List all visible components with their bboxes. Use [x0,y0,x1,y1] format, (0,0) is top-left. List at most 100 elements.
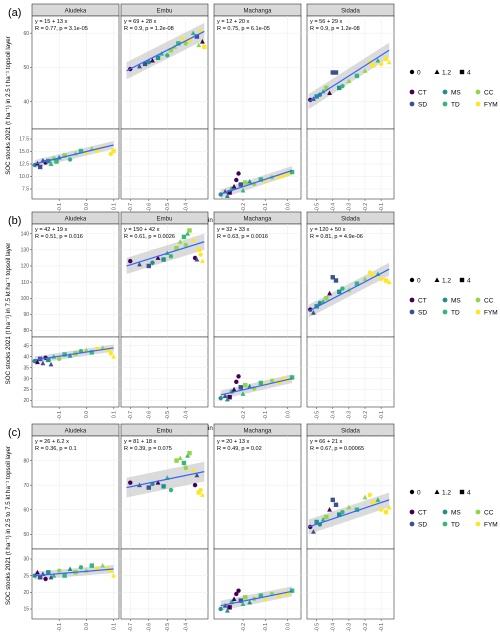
legend-treatment-swatch [409,89,415,95]
legend-treatment-label: CC [484,89,494,96]
y-tick-label: 7.5 [22,187,29,193]
data-point [227,394,232,400]
y-tick-label: 20 [23,590,29,596]
y-tick-label: 50 [23,65,29,71]
data-point [48,161,54,166]
legend-shape-circle [409,489,415,495]
legend-treatment-label: SD [418,521,427,528]
data-point [243,595,248,600]
legend-treatment-swatch [442,101,448,107]
data-point [100,345,106,350]
data-point [386,59,392,65]
x-tick-label: -0.2 [363,203,369,212]
x-tick-label: -0.3 [347,623,353,632]
y-tick-label: 35 [23,365,29,371]
data-point [35,359,40,365]
data-point [165,53,170,58]
y-tick-label: 15 [23,607,29,613]
legend-treatment-label: SD [418,309,427,316]
data-point [174,458,179,463]
legend: 0 1.2 4 CT MS CC SD TD FYM [409,489,498,528]
data-point [111,148,116,154]
x-tick-label: -0.3 [347,203,353,212]
data-point [150,57,155,63]
data-point [161,257,166,262]
data-point [183,465,188,471]
data-point [337,85,342,91]
legend-shape-circle [409,277,415,283]
data-point [327,290,332,296]
data-point [89,563,95,568]
regression-equation: y = 26 + 6.2 x [35,439,69,445]
regression-line [308,49,390,103]
regression-equation: y = 150 + 42 x [124,227,160,233]
data-point [51,573,57,578]
y-tick-label: 50 [23,532,29,538]
y-tick-label: 12.5 [19,162,29,168]
panel-top [213,223,302,338]
y-axis-title: SOC stocks 2021 (t ha⁻¹) in 7.5 kt ha⁻¹ … [5,243,12,385]
data-point [247,383,253,389]
regression-stat: R = 0.61, p = 0.0026 [124,234,175,240]
data-point [243,180,248,185]
legend-shape-square [459,277,465,283]
data-point [346,78,352,84]
panel-top [213,15,302,130]
legend-treatment-swatch [442,509,448,515]
x-tick-label: -0.1 [263,203,269,212]
regression-equation: y = 42 + 19 x [35,227,68,233]
data-point [378,507,384,512]
legend-treatment-label: CT [418,89,427,96]
regression-line [126,30,205,72]
data-point [269,378,275,383]
data-point [128,480,133,485]
data-point [247,599,253,605]
legend-shape-label: 0 [417,277,421,284]
x-tick-label: -0.5 [165,411,171,420]
data-point [46,570,51,575]
legend-treatment-swatch [475,297,481,303]
data-point [100,563,106,568]
data-point [330,275,335,280]
data-point [354,507,360,512]
data-point [333,70,339,75]
data-point [262,178,268,183]
x-tick-label: -0.4 [331,203,337,212]
data-point [194,256,200,262]
data-point [200,258,205,264]
data-point [192,482,198,488]
data-point [231,386,237,392]
data-point [62,153,67,158]
y-tick-label: 60 [23,507,29,513]
data-point [324,296,329,301]
y-tick-label: 17.5 [19,137,29,143]
data-point [243,382,248,388]
y-tick-label: 140 [21,231,30,237]
legend: 0 1.2 4 CT MS CC SD TD FYM [409,277,498,316]
regression-line [126,241,205,267]
data-point [234,177,239,183]
x-tick-label: -0.2 [241,623,247,632]
x-tick-label: -0.2 [363,623,369,632]
facet-label: Aludeka [65,9,87,15]
legend-treatment-swatch [409,101,415,107]
y-tick-label: 10.0 [19,174,29,180]
data-point [54,159,59,164]
figure-label: (b) [8,215,21,227]
data-point [383,278,389,283]
data-point [280,375,286,381]
data-point [218,606,223,612]
facet-label: Aludeka [65,429,87,435]
legend-treatment-swatch [442,297,448,303]
x-tick-label: -0.3 [347,411,353,420]
panel-top [31,435,120,550]
legend: 0 1.2 4 CT MS CC SD TD FYM [409,69,498,108]
regression-line [126,471,205,489]
legend-treatment-swatch [409,297,415,303]
data-point [142,61,148,67]
panel-top [31,223,120,338]
data-point [83,347,89,353]
panel-aludeka: Aludeka 80 90 100 110 120 130 140 20 25 30 35 40 45 y … [21,211,120,420]
legend-treatment-swatch [475,89,481,95]
regression-stat: R = 0.51, p = 0.016 [35,234,83,240]
